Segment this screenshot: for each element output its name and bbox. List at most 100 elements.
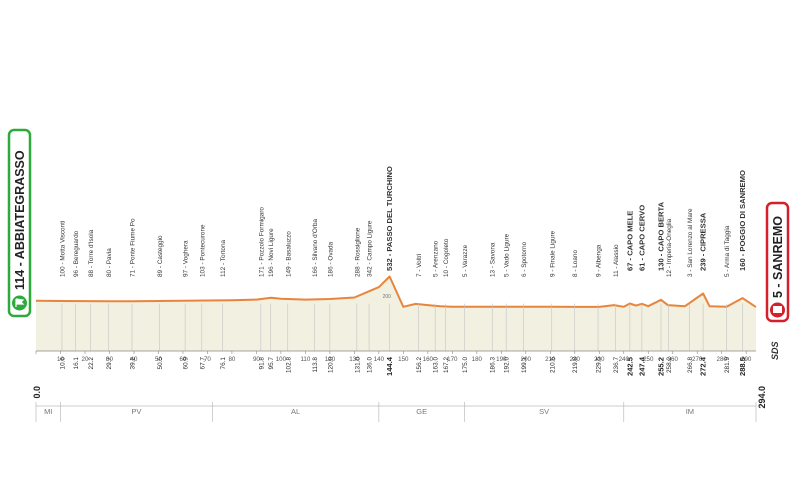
- place-label: 9 - Albenga: [596, 244, 603, 277]
- finish-km-label: 294.0: [757, 386, 767, 409]
- km-label: 156.2: [416, 357, 423, 373]
- place-label: 5 - Arenzano: [433, 240, 440, 277]
- km-label: 29.7: [106, 357, 113, 370]
- tick-label: 10: [57, 356, 64, 363]
- tick-label: 30: [106, 356, 113, 363]
- place-label: 5 - Arma di Taggia: [724, 225, 731, 277]
- tick-label: 260: [668, 356, 679, 363]
- place-label: 9 - Finale Ligure: [549, 230, 556, 277]
- km-label: 136.0: [367, 357, 374, 373]
- finish-label: 5 - SANREMO: [771, 216, 785, 298]
- tick-label: 180: [472, 356, 483, 363]
- tick-label: 80: [228, 356, 235, 363]
- place-label: 80 - Pavia: [106, 248, 113, 277]
- province-band: MI PV AL GE SV IM: [35, 402, 757, 422]
- place-label: 149 - Basaluzzo: [285, 231, 292, 277]
- tick-label: 120: [325, 356, 336, 363]
- km-label: 50.5: [157, 357, 164, 370]
- km-label: 242.5: [625, 356, 634, 376]
- km-label: 186.3: [490, 357, 497, 373]
- km-axis: 10 20 30 40 50 60 70 80 90 100 110 120 130 140 150 160 1…: [35, 350, 756, 363]
- km-label: 16.1: [73, 357, 80, 370]
- place-label: 186 - Ovada: [327, 241, 334, 277]
- place-label: 88 - Torre d'Isola: [88, 229, 95, 277]
- km-label: 120.0: [327, 357, 334, 373]
- place-label: 103 - Pontecurone: [199, 224, 206, 277]
- tick-label: 230: [594, 356, 605, 363]
- place-label: 5 - Vado Ligure: [504, 233, 511, 277]
- km-label: 266.8: [687, 357, 694, 373]
- place-label: 288 - Rossiglione: [354, 227, 361, 277]
- tick-label: 130: [349, 356, 360, 363]
- finish-badge: 5 - SANREMO: [765, 201, 790, 323]
- km-label: 199.1: [521, 357, 528, 373]
- place-label: 11 - Alassio: [613, 244, 620, 277]
- province-label: PV: [131, 407, 141, 416]
- start-label: 114 - ABBIATEGRASSO: [13, 150, 27, 290]
- tick-label: 210: [545, 356, 556, 363]
- km-label: 67.7: [199, 357, 206, 370]
- km-label: 10.6: [59, 357, 66, 370]
- km-label: 258.2: [666, 357, 673, 373]
- tick-label: 290: [741, 356, 752, 363]
- km-label: 229.5: [596, 357, 603, 373]
- place-label: 160 - POGGIO DI SANREMO: [738, 170, 747, 271]
- km-label: 272.4: [699, 356, 708, 376]
- km-label: 247.4: [637, 356, 646, 376]
- km-label: 102.8: [285, 357, 292, 373]
- place-label: 112 - Tortona: [220, 239, 227, 277]
- province-label: AL: [291, 407, 300, 416]
- place-label: 5 - Varazze: [462, 244, 469, 277]
- tick-label: 280: [717, 356, 728, 363]
- place-label: 166 - Silvano d'Orba: [312, 218, 319, 277]
- tick-label: 140: [374, 356, 385, 363]
- place-label: 97 - Voghera: [183, 240, 190, 277]
- place-label: 100 - Motta Visconti: [59, 221, 66, 277]
- tick-label: 270: [692, 356, 703, 363]
- tick-label: 110: [300, 356, 310, 363]
- province-label: SV: [539, 407, 549, 416]
- tick-label: 220: [570, 356, 581, 363]
- start-badge: 114 - ABBIATEGRASSO: [7, 128, 32, 318]
- tick-label: 60: [179, 356, 186, 363]
- province-label: MI: [44, 407, 52, 416]
- tick-label: 100: [276, 356, 287, 363]
- km-label: 91.8: [258, 357, 265, 370]
- place-label: 8 - Loano: [572, 250, 579, 277]
- km-label: 95.7: [268, 357, 275, 370]
- tick-label: 90: [253, 356, 260, 363]
- place-label: 532 - PASSO DEL TURCHINO: [385, 166, 394, 271]
- place-label: 6 - Spotorno: [521, 241, 528, 277]
- km-label: 288.5: [738, 356, 747, 376]
- altitude-marker: 200: [383, 294, 392, 300]
- km-label: 76.1: [220, 357, 227, 370]
- km-label: 281.9: [724, 357, 731, 373]
- tick-label: 190: [496, 356, 507, 363]
- tick-label: 170: [447, 356, 458, 363]
- km-label: 255.2: [656, 357, 665, 376]
- place-label: 3 - San Lorenzo al Mare: [687, 208, 694, 277]
- elevation-area: [35, 275, 757, 351]
- place-label: 96 - Bereguardo: [73, 230, 80, 277]
- start-km-label: 0.0: [32, 386, 42, 399]
- place-label: 7 - Voltri: [416, 254, 423, 277]
- province-label: IM: [686, 407, 694, 416]
- tick-label: 200: [521, 356, 532, 363]
- elevation-line: [35, 275, 757, 308]
- elevation-fill: [36, 276, 756, 351]
- tick-label: 40: [131, 356, 138, 363]
- place-label: 10 - Cogoleto: [443, 238, 450, 277]
- place-label: 130 - CAPO BERTA: [656, 201, 665, 271]
- km-labels: 10.6 16.1 22.2 29.7 39.2 50.5 60.9 67.7 76.1 91.8…: [59, 356, 747, 376]
- place-label: 13 - Savona: [490, 242, 497, 277]
- km-label: 219.8: [572, 357, 579, 373]
- province-label: GE: [416, 407, 427, 416]
- tick-label: 150: [398, 356, 409, 363]
- place-label: 342 - Campo Ligure: [367, 220, 374, 277]
- km-label: 163.0: [433, 357, 440, 373]
- km-label: 113.8: [312, 357, 319, 373]
- tick-label: 70: [204, 356, 211, 363]
- place-label: 196 - Novi Ligure: [268, 228, 275, 277]
- place-label: 171 - Pozzolo Formigaro: [258, 207, 265, 277]
